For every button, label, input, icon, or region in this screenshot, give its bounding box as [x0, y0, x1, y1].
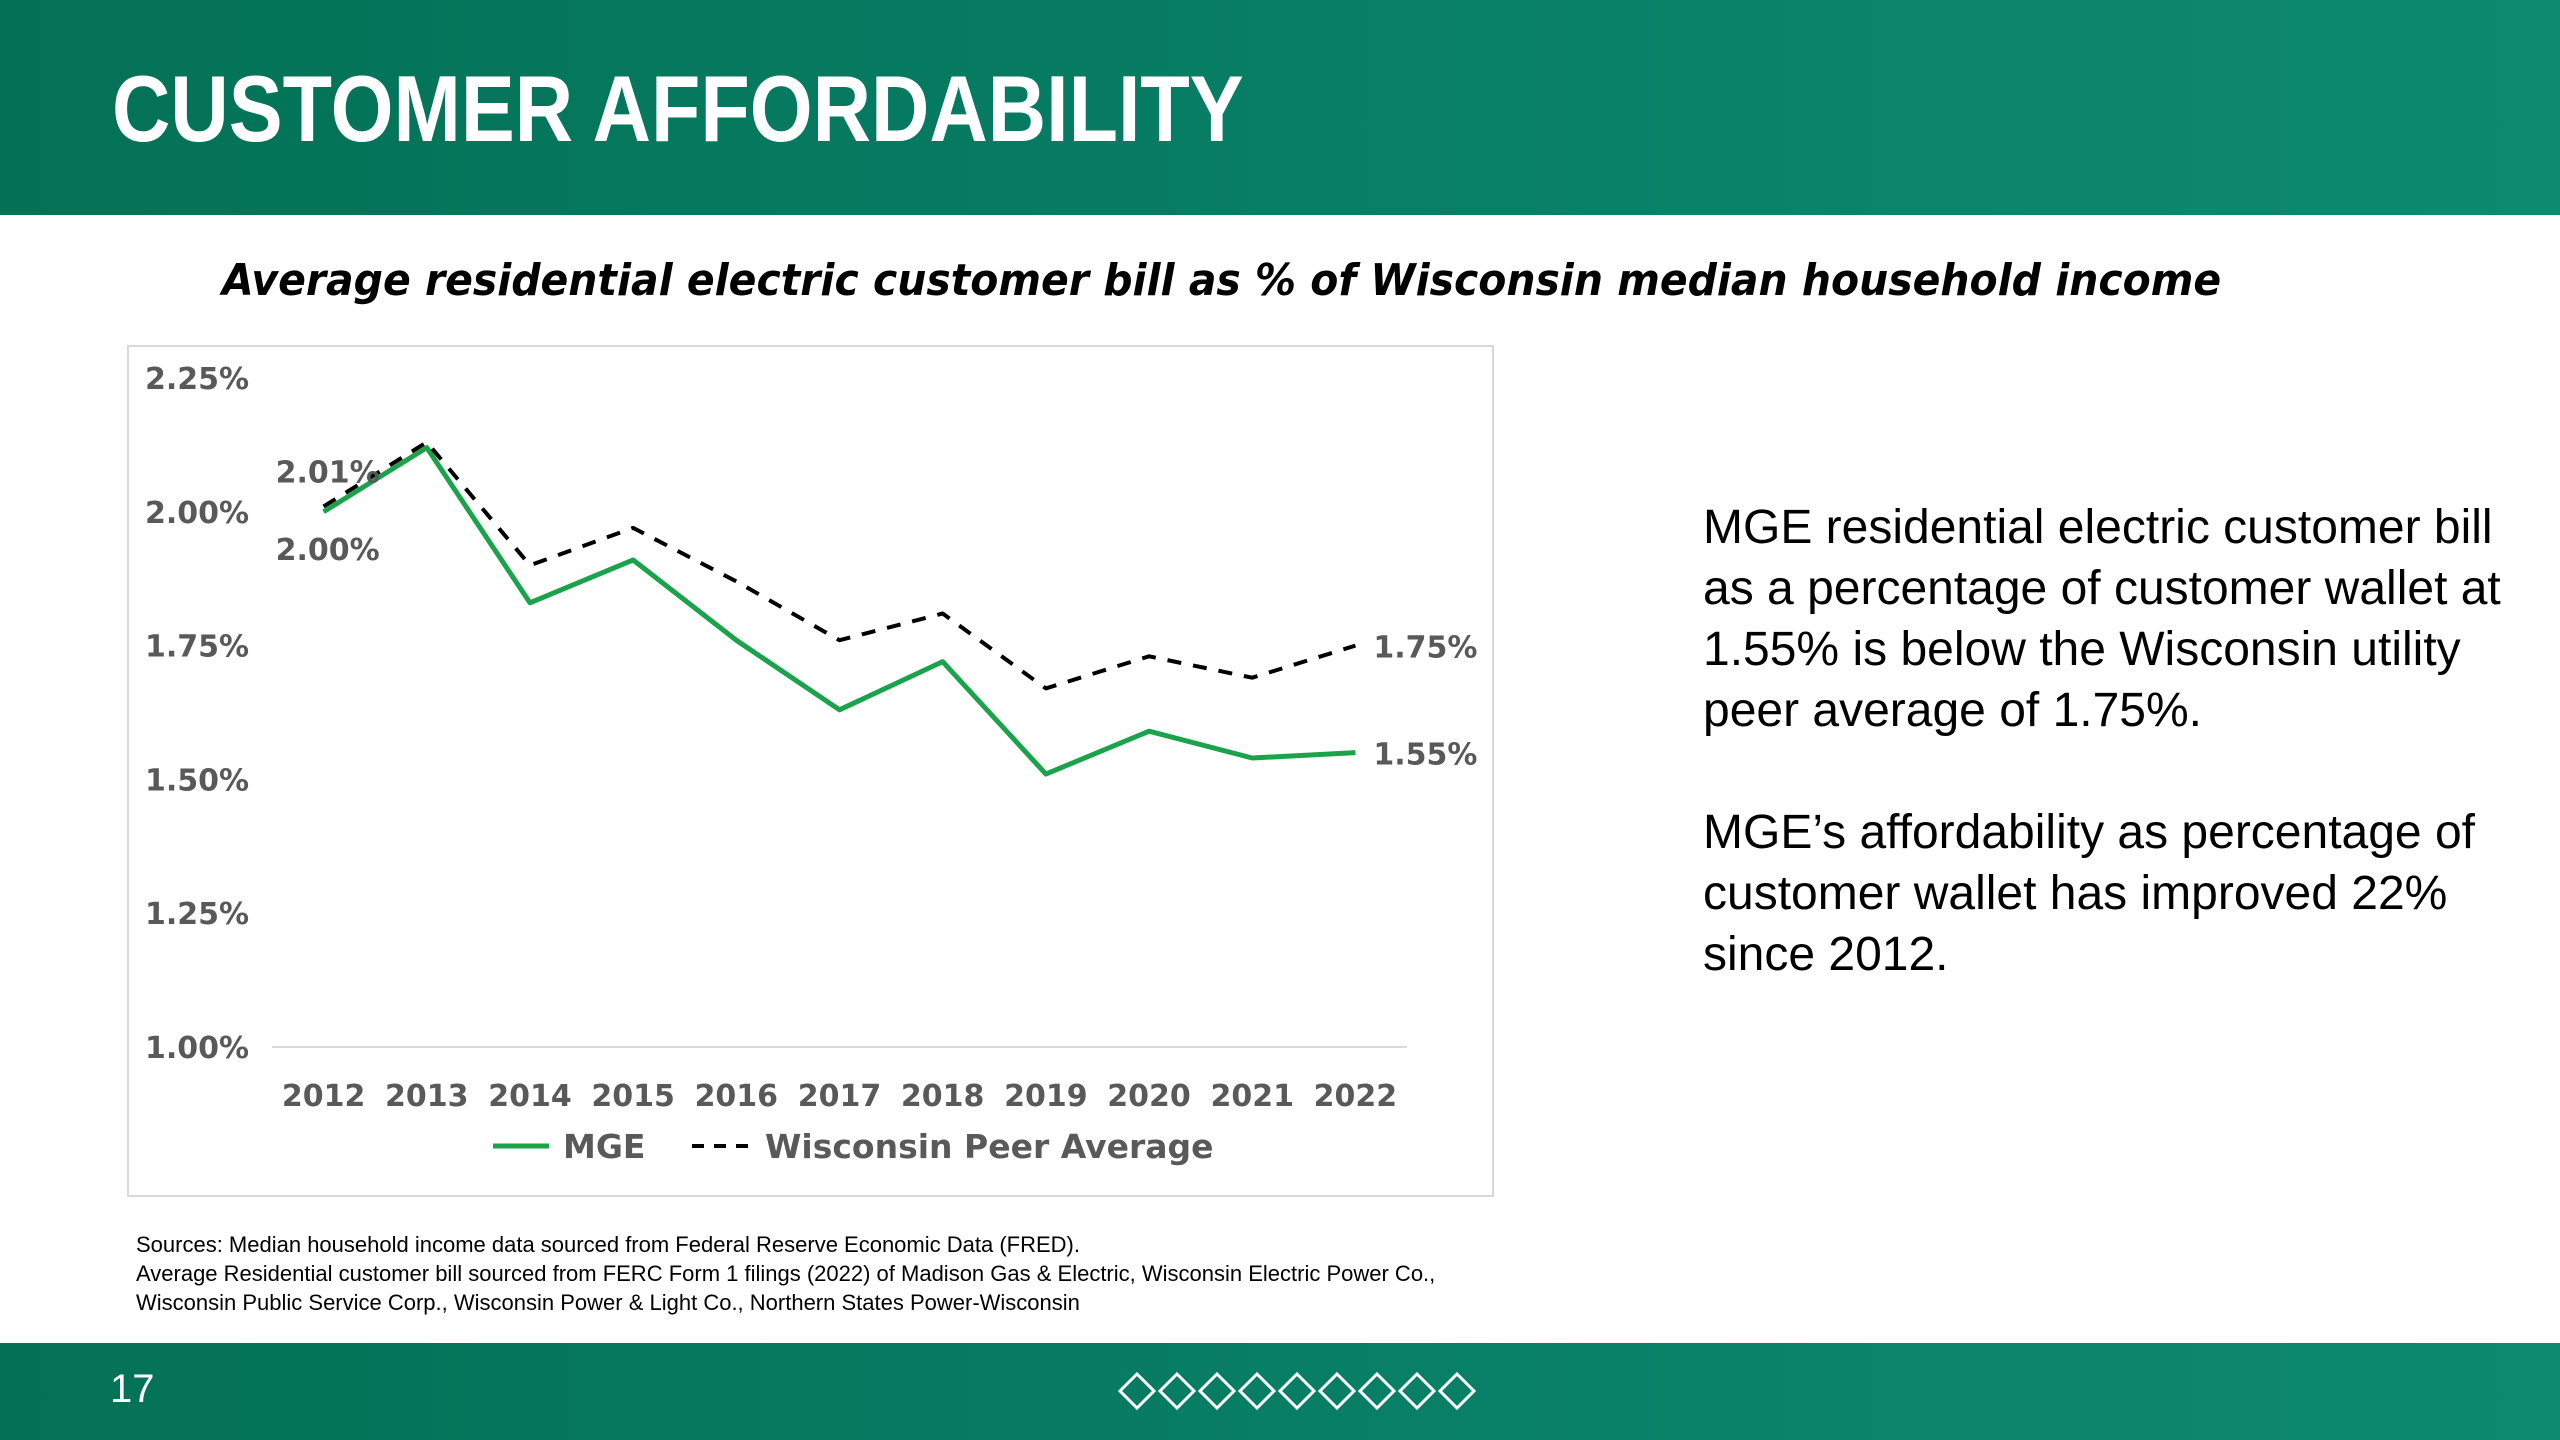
mge-series-line	[322, 445, 1356, 777]
sources-note: Sources: Median household income data so…	[136, 1230, 1636, 1317]
data-label: 1.55%	[1373, 738, 1477, 773]
footer-bar: 17	[0, 1343, 2560, 1440]
x-tick-label: 2015	[591, 1079, 675, 1114]
y-tick-label: 2.00%	[145, 496, 249, 531]
diamond-icon	[1237, 1371, 1277, 1411]
x-tick-label: 2019	[1004, 1079, 1088, 1114]
diamond-icon	[1437, 1371, 1477, 1411]
diamond-decoration	[1117, 1371, 1477, 1411]
diamond-icon	[1117, 1371, 1157, 1411]
diamond-icon	[1157, 1371, 1197, 1411]
data-label: 1.75%	[1373, 631, 1477, 666]
y-tick-label: 1.75%	[145, 630, 249, 665]
x-tick-label: 2021	[1210, 1079, 1294, 1114]
sources-line-1: Sources: Median household income data so…	[136, 1232, 1080, 1257]
commentary: MGE residential electric customer bill a…	[1703, 497, 2503, 1046]
line-chart: 2.25% 2.00% 1.75% 1.50% 1.25% 1.00% 2012 2013 20…	[145, 362, 1477, 1166]
commentary-paragraph-1: MGE residential electric customer bill a…	[1703, 501, 2501, 737]
diamond-icon	[1357, 1371, 1397, 1411]
diamond-icon	[1197, 1371, 1237, 1411]
y-tick-label: 1.25%	[145, 897, 249, 932]
chart-title: Average residential electric customer bi…	[222, 255, 2222, 306]
legend-peer-label: Wisconsin Peer Average	[765, 1127, 1214, 1166]
x-tick-label: 2022	[1314, 1079, 1398, 1114]
y-tick-label: 1.00%	[145, 1031, 249, 1066]
page-title: CUSTOMER AFFORDABILITY	[112, 56, 1244, 161]
x-tick-label: 2016	[695, 1079, 779, 1114]
diamond-icon	[1317, 1371, 1357, 1411]
data-label: 2.00%	[276, 533, 380, 568]
y-tick-label: 1.50%	[145, 763, 249, 798]
y-tick-label: 2.25%	[145, 362, 249, 397]
sources-line-2: Average Residential customer bill source…	[136, 1261, 1436, 1286]
commentary-paragraph-2: MGE’s affordability as percentage of cus…	[1703, 806, 2475, 981]
sources-line-3: Wisconsin Public Service Corp., Wisconsi…	[136, 1290, 1080, 1315]
x-tick-label: 2018	[901, 1079, 985, 1114]
x-tick-label: 2012	[282, 1079, 366, 1114]
x-tick-label: 2020	[1107, 1079, 1191, 1114]
header-bar: CUSTOMER AFFORDABILITY	[0, 0, 2560, 215]
x-tick-label: 2013	[385, 1079, 469, 1114]
page-number: 17	[110, 1367, 155, 1411]
x-tick-label: 2017	[798, 1079, 882, 1114]
diamond-icon	[1277, 1371, 1317, 1411]
x-tick-label: 2014	[488, 1079, 572, 1114]
legend-mge-label: MGE	[563, 1127, 645, 1166]
chart-container: 2.25% 2.00% 1.75% 1.50% 1.25% 1.00% 2012 2013 20…	[127, 345, 1494, 1197]
peer-average-series-line	[322, 440, 1357, 691]
diamond-icon	[1397, 1371, 1437, 1411]
data-label: 2.01%	[276, 455, 380, 490]
